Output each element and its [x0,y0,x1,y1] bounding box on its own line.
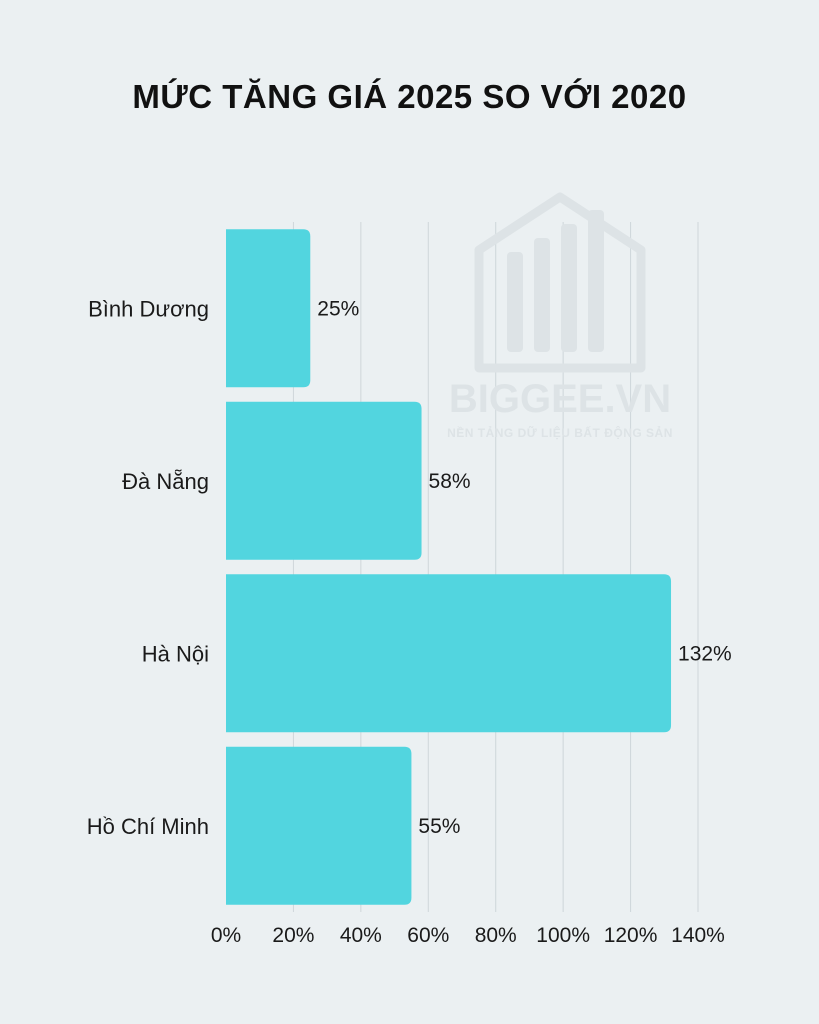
watermark: BIGGEE.VN NỀN TẢNG DỮ LIỆU BẤT ĐỘNG SẢN [447,192,673,440]
x-tick-label: 40% [340,924,382,947]
chart-title: MỨC TĂNG GIÁ 2025 SO VỚI 2020 [132,78,687,115]
x-tick-label: 80% [475,924,517,947]
bar-value-label: 25% [317,297,359,320]
category-label: Hồ Chí Minh [87,814,209,839]
category-label: Đà Nẵng [122,469,209,494]
watermark-brand: BIGGEE.VN [449,377,671,421]
bar-value-label: 132% [678,642,732,665]
bar [226,229,311,388]
x-tick-label: 120% [604,924,658,947]
watermark-tagline: NỀN TẢNG DỮ LIỆU BẤT ĐỘNG SẢN [447,425,673,440]
bar [226,574,672,733]
x-tick-label: 60% [407,924,449,947]
x-tick-label: 20% [272,924,314,947]
watermark-bars [507,210,604,352]
x-tick-label: 0% [211,924,241,947]
house-bar-chart-icon [474,192,646,373]
x-tick-label: 100% [536,924,590,947]
category-label: Hà Nội [142,641,209,666]
bar-value-label: 58% [429,470,471,493]
bar [226,746,412,905]
bars [226,229,672,905]
x-tick-label: 140% [671,924,725,947]
labels: 25% Bình Dương 58% Đà Nẵng 132% Hà Nội 55% Hồ C… [87,296,732,839]
bar-value-label: 55% [418,815,460,838]
category-label: Bình Dương [88,296,209,321]
bar [226,401,422,560]
x-axis-ticks: 0% 20% 40% 60% 80% 100% 120% 140% [211,924,725,947]
